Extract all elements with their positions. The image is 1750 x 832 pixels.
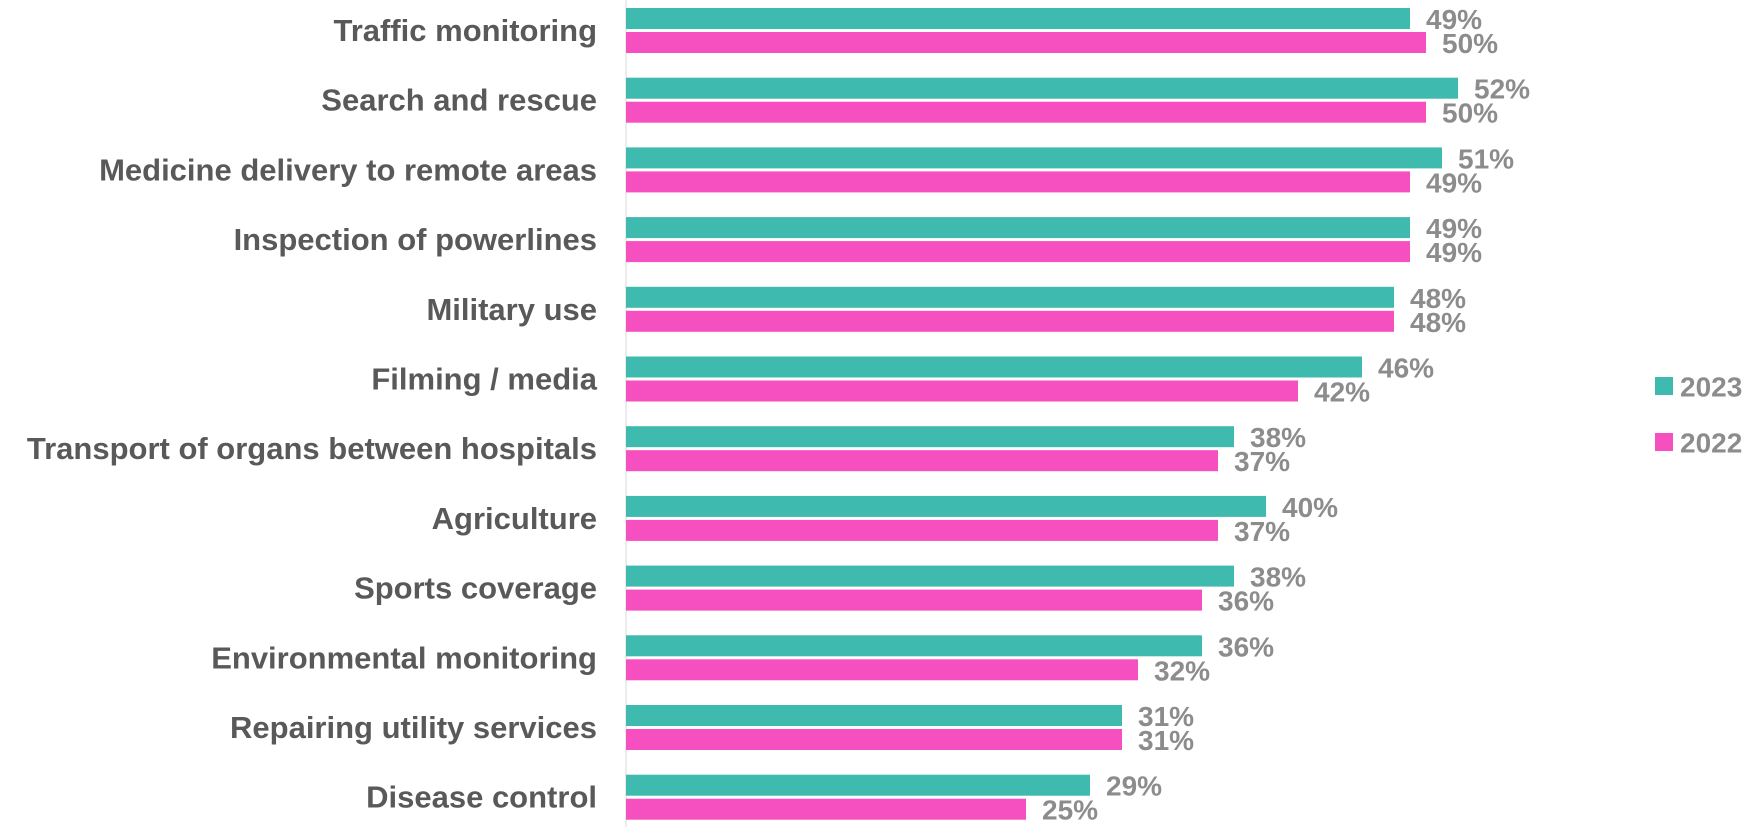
bar-2023-4 [626,286,1394,308]
bar-2023-6 [626,426,1234,448]
category-label: Traffic monitoring [334,13,598,48]
category-label: Inspection of powerlines [234,222,597,257]
bar-2022-5 [626,380,1298,402]
data-label-2023-11: 29% [1106,771,1162,802]
category-label: Transport of organs between hospitals [27,431,597,466]
data-label-2022-1: 50% [1442,98,1498,129]
legend-label-2023: 2023 [1680,372,1742,403]
bar-2023-3 [626,217,1410,239]
bar-2023-10 [626,705,1122,726]
category-label: Search and rescue [321,83,597,118]
bar-2022-6 [626,450,1218,472]
data-label-2022-9: 32% [1154,655,1210,686]
data-label-2022-5: 42% [1314,377,1370,408]
category-label: Filming / media [371,362,597,397]
data-label-2023-1: 52% [1474,74,1530,105]
category-label: Repairing utility services [230,710,597,745]
data-label-2022-2: 49% [1426,167,1482,198]
bar-2023-5 [626,356,1362,378]
data-label-2023-3: 49% [1426,213,1482,244]
bar-2022-8 [626,589,1202,611]
data-label-2023-2: 51% [1458,143,1514,174]
data-label-2022-0: 50% [1442,28,1498,59]
legend-label-2022: 2022 [1680,428,1742,459]
category-label: Military use [426,292,597,327]
category-label: Sports coverage [354,571,597,606]
data-label-2023-10: 31% [1138,701,1194,732]
bar-2023-1 [626,77,1458,99]
bar-2023-11 [626,774,1090,796]
data-label-2023-9: 36% [1218,631,1274,662]
data-label-2023-8: 38% [1250,562,1306,593]
bar-2022-4 [626,310,1394,332]
data-label-2022-8: 36% [1218,586,1274,617]
category-label: Medicine delivery to remote areas [99,152,597,187]
bar-2022-9 [626,659,1138,681]
legend-swatch-2023 [1655,377,1673,395]
data-label-2022-6: 37% [1234,446,1290,477]
data-label-2022-4: 48% [1410,307,1466,338]
category-label: Disease control [366,780,597,815]
data-label-2022-11: 25% [1042,795,1098,826]
data-label-2023-4: 48% [1410,283,1466,314]
data-label-2023-7: 40% [1282,492,1338,523]
data-label-2022-3: 49% [1426,237,1482,268]
bar-2022-1 [626,101,1426,123]
bar-2023-8 [626,565,1234,587]
bar-2022-7 [626,519,1218,541]
bar-2023-7 [626,495,1266,517]
category-label: Environmental monitoring [211,640,597,675]
bar-2022-11 [626,798,1026,820]
legend-swatch-2022 [1655,433,1673,451]
bar-2023-0 [626,8,1410,29]
bar-2022-0 [626,32,1426,53]
bar-2022-2 [626,171,1410,193]
data-label-2022-10: 31% [1138,725,1194,756]
bar-2023-9 [626,635,1202,657]
data-label-2023-5: 46% [1378,353,1434,384]
bar-2022-3 [626,241,1410,263]
bar-2023-2 [626,147,1442,169]
category-label: Agriculture [432,501,597,536]
data-label-2023-0: 49% [1426,4,1482,35]
data-label-2022-7: 37% [1234,516,1290,547]
bar-2022-10 [626,729,1122,750]
data-label-2023-6: 38% [1250,422,1306,453]
